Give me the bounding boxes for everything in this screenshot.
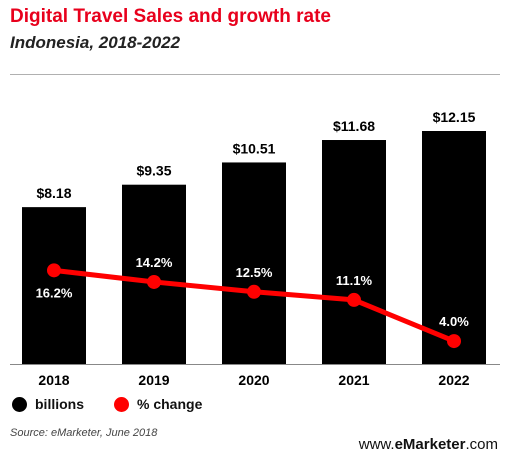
brand-suffix: .com [465,436,498,453]
bar-value-label-2020: $10.51 [233,140,276,156]
bar-2018 [22,207,86,364]
bar-value-label-2021: $11.68 [333,118,375,134]
x-tick-label-2018: 2018 [38,372,69,388]
line-value-label-2021: 11.1% [336,273,373,288]
brand-logo[interactable]: www.eMarketer.com [359,436,498,453]
brand-name: eMarketer [394,436,466,453]
line-point-2022 [447,334,461,349]
x-tick-label-2019: 2019 [138,372,169,388]
title-divider [10,74,500,75]
bar-2020 [222,162,286,364]
line-point-2018 [47,263,61,278]
legend-item-billions: billions [12,396,84,412]
line-value-label-2019: 14.2% [136,255,173,270]
line-point-2020 [247,284,261,299]
chart-title: Digital Travel Sales and growth rate [10,6,331,27]
line-value-label-2018: 16.2% [36,285,73,300]
legend-label-change: % change [137,396,203,412]
bar-value-label-2022: $12.15 [433,109,476,125]
x-tick-label-2022: 2022 [438,372,469,388]
line-value-label-2020: 12.5% [236,265,273,280]
brand-prefix: www. [358,436,395,453]
legend-item-change: % change [114,396,202,412]
x-tick-label-2021: 2021 [338,372,369,388]
source-note: Source: eMarketer, June 2018 [10,427,158,439]
legend: billions % change [12,396,232,412]
bar-value-label-2019: $9.35 [136,163,171,179]
chart-subtitle: Indonesia, 2018-2022 [10,33,181,52]
line-point-2019 [147,274,161,289]
line-point-2021 [347,292,361,307]
bar-2019 [122,184,186,364]
bar-2021 [322,140,386,364]
legend-swatch-billions [12,396,27,412]
legend-swatch-change [114,396,129,412]
legend-label-billions: billions [35,396,84,412]
x-tick-label-2020: 2020 [238,372,269,388]
bar-value-label-2018: $8.18 [36,185,71,201]
bar-2022 [422,131,486,364]
line-value-label-2022: 4.0% [439,314,469,329]
